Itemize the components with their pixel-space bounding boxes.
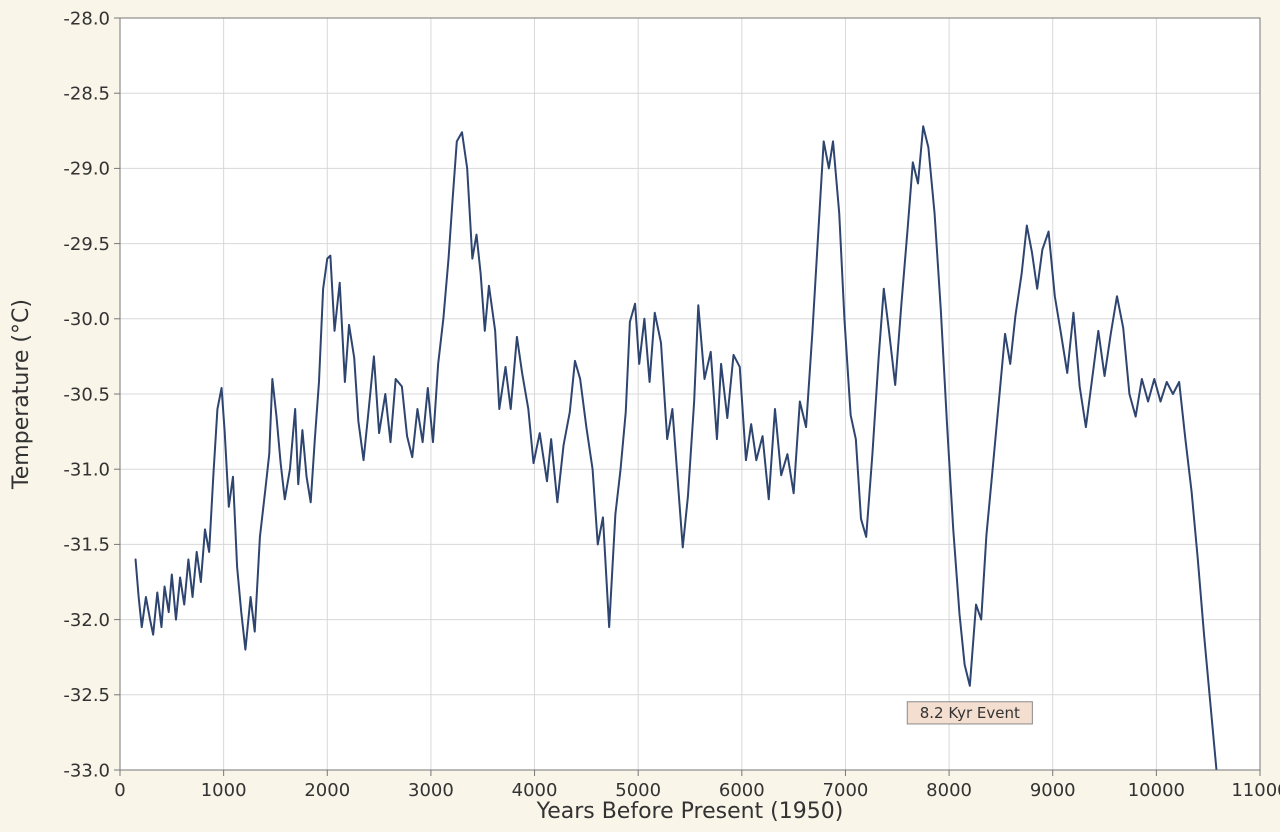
- y-tick-label: -31.5: [63, 535, 110, 556]
- x-tick-label: 9000: [1030, 780, 1076, 801]
- x-tick-label: 7000: [823, 780, 869, 801]
- y-tick-label: -29.0: [63, 159, 110, 180]
- x-tick-label: 8000: [926, 780, 972, 801]
- y-tick-label: -32.0: [63, 610, 110, 631]
- y-tick-label: -28.0: [63, 8, 110, 29]
- x-tick-label: 11000: [1231, 780, 1280, 801]
- x-axis-label: Years Before Present (1950): [536, 799, 844, 824]
- x-tick-label: 5000: [615, 780, 661, 801]
- y-tick-label: -28.5: [63, 84, 110, 105]
- x-tick-label: 0: [114, 780, 125, 801]
- x-tick-label: 6000: [719, 780, 765, 801]
- annotation-label: 8.2 Kyr Event: [920, 704, 1020, 722]
- temperature-chart: 0 1000 2000 3000 4000 5000 6000 7000 8000 9000 100…: [0, 0, 1280, 832]
- x-tick-label: 3000: [408, 780, 454, 801]
- y-tick-label: -30.0: [63, 309, 110, 330]
- x-tick-label: 10000: [1128, 780, 1185, 801]
- y-tick-label: -29.5: [63, 234, 110, 255]
- x-tick-label: 2000: [304, 780, 350, 801]
- y-tick-label: -30.5: [63, 384, 110, 405]
- x-tick-label: 4000: [512, 780, 558, 801]
- y-tick-label: -33.0: [63, 760, 110, 781]
- y-tick-label: -32.5: [63, 685, 110, 706]
- x-tick-label: 1000: [201, 780, 247, 801]
- y-tick-label: -31.0: [63, 460, 110, 481]
- y-axis-label: Temperature (°C): [9, 299, 34, 490]
